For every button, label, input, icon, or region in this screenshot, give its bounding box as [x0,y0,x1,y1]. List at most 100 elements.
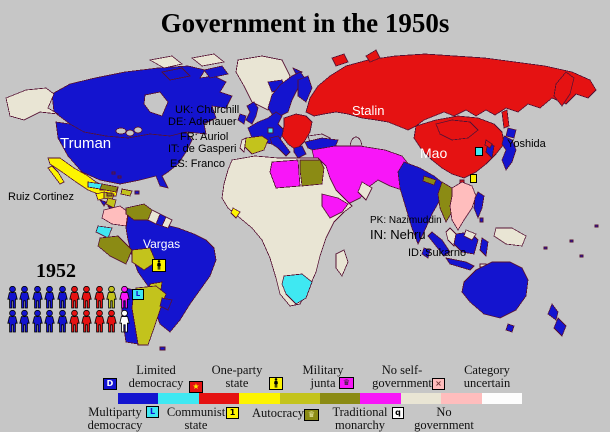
person-icon [19,310,31,333]
country-north-korea [484,139,493,149]
territory-alaska [5,87,59,121]
legend-limited-democracy: Limited democracy [128,363,184,390]
legend-traditional-monarchy: Traditional monarchy [332,405,388,432]
legend-category-uncertain: Category uncertain [463,363,511,390]
country-spain [243,135,269,155]
legend-bar-segment-cyan [158,393,199,404]
pictograph-row-2 [7,310,130,333]
colony-north-borneo [463,229,477,241]
country-ethiopia [321,193,349,219]
country-libya [269,159,301,189]
island-madagascar [335,249,349,277]
legend-bar-segment-yellow [239,393,280,404]
person-icon [44,310,55,333]
legend-no-self-government: No self- government [372,363,432,390]
great-lake [133,126,143,134]
label-id-sukarno: ID: Sukarno [408,247,467,259]
label-pk-nazimuddin: PK: Nazimuddin [370,215,442,226]
chip-communist: L [146,406,159,418]
pacific-island [543,246,548,250]
country-newzealand-n [547,303,559,321]
country-italy [269,135,291,157]
label-yoshida: Yoshida [507,138,546,150]
label-it-degasperi: IT: de Gasperi [168,143,237,155]
country-southafrica [281,273,313,305]
island-jamaica [106,192,113,197]
person-icon [69,310,80,333]
island-java [445,257,475,271]
country-mongolia [435,119,479,141]
country-liberia [230,207,241,219]
label-truman: Truman [60,135,112,152]
person-icon [7,286,18,309]
island-bahamas [111,171,116,175]
island-philippine [479,217,484,223]
country-ireland [237,113,247,125]
legend-bar-segment-olive [320,393,361,404]
label-mao: Mao [420,145,448,161]
island-sumatra [427,231,451,257]
arctic-island-red [331,53,349,67]
label-in-nehru: IN: Nehru [370,227,426,242]
label-uk-churchill: UK: Churchill [175,104,240,116]
arctic-island-red [365,49,381,63]
legend-color-bar [118,393,523,404]
country-bolivia [131,247,157,271]
pictograph-row-1 [7,286,130,309]
island-hispaniola [120,188,133,197]
legend-bar-segment-pink [441,393,482,404]
country-uruguay [159,297,173,311]
country-usa [55,121,193,189]
label-vargas: Vargas [143,237,181,251]
label-es-franco: ES: Franco [170,158,226,170]
legend-bar-segment-magenta [360,393,401,404]
island-ceylon [421,247,431,259]
chip-uncertain: × [432,378,445,390]
person-glyph [273,378,279,388]
country-newzealand-s [553,317,567,337]
country-portugal [239,137,247,153]
argentina-limited-marker: L [132,289,144,300]
person-icon [56,310,68,333]
island-new-guinea [493,227,527,247]
hudson-bay [143,91,169,117]
label-stalin: Stalin [352,103,385,118]
country-greece [293,145,307,159]
page-title: Government in the 1950s [160,8,450,38]
person-icon [94,310,105,333]
island-puertorico [134,190,140,195]
person-icon [118,310,130,333]
person-icon [106,286,117,309]
country-cuba-east [99,183,119,193]
chip-nogov: q [392,407,404,419]
country-uk [245,101,259,125]
country-india [397,161,449,245]
legend-bar-segment-mustard [279,393,321,404]
baja-california [47,165,65,185]
legend-bar-segment-red [198,393,240,404]
arctic-island [161,67,191,81]
arctic-island [149,55,183,69]
country-nepal [422,175,437,186]
person-icon [106,310,117,333]
country-switzerland [267,127,274,134]
chip-junta [269,377,283,390]
person-icon [32,310,43,333]
person-icon [19,286,31,309]
kamchatka [553,71,575,107]
taiwan-marker [470,174,477,183]
label-ruiz-cortinez: Ruiz Cortinez [8,191,75,203]
korea-marker [475,147,483,156]
country-australia [461,261,529,319]
person-icon [32,286,43,309]
country-elsalvador [99,199,107,207]
legend-no-government: No government [414,405,474,432]
legend-military-junta: Military junta [302,363,344,390]
person-icon [69,286,80,309]
chip-oneparty: ★ [189,381,203,393]
great-lake [125,129,135,137]
pacific-island [579,254,584,258]
legend-communist-state: Communist state [166,405,226,432]
